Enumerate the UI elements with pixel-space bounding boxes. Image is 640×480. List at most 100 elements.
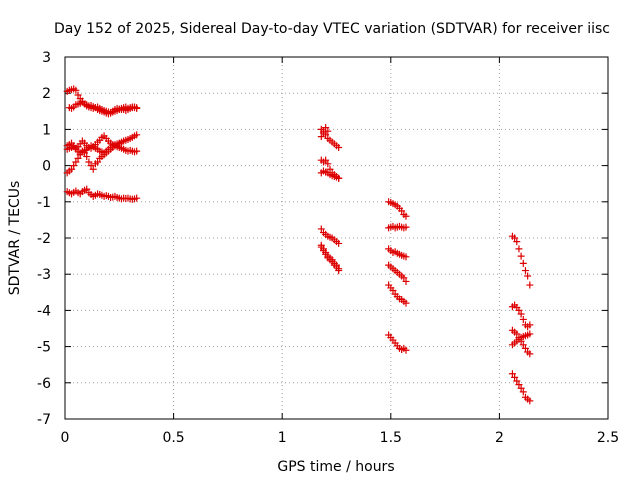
data-point — [515, 381, 523, 389]
series-sat-o — [385, 222, 410, 232]
data-point — [335, 267, 343, 275]
data-point — [322, 124, 330, 132]
data-point — [402, 277, 410, 285]
x-tick-label: 2 — [495, 430, 504, 446]
data-point — [333, 263, 340, 271]
data-point — [526, 281, 534, 289]
data-point — [94, 158, 102, 166]
data-point — [317, 243, 325, 251]
series-sat-b — [65, 98, 141, 118]
data-point — [526, 321, 534, 329]
data-point — [335, 144, 343, 151]
y-tick-label: -1 — [37, 195, 51, 211]
series-sat-q — [385, 261, 410, 285]
data-point — [513, 330, 521, 338]
data-point — [526, 330, 534, 338]
data-point — [335, 174, 343, 182]
series-sat-p — [385, 245, 410, 261]
data-point — [402, 299, 410, 307]
data-point — [133, 104, 141, 112]
data-point — [517, 384, 525, 392]
x-axis: 0 0.5 1 1.5 2 2.5 — [61, 57, 619, 446]
data-point — [508, 370, 516, 378]
series-sat-r — [385, 281, 410, 307]
data-point — [72, 158, 80, 166]
data-point — [402, 253, 410, 261]
data-point — [517, 252, 525, 260]
data-point — [515, 306, 523, 314]
data-point — [133, 147, 141, 155]
data-point — [521, 344, 529, 352]
x-tick-label: 1.5 — [380, 430, 402, 446]
data-point — [72, 86, 80, 94]
y-tick-label: 0 — [42, 159, 51, 175]
series-sat-f — [63, 185, 141, 203]
x-tick-label: 0 — [61, 430, 70, 446]
series-sat-j — [317, 167, 343, 182]
data-point — [521, 267, 529, 275]
data-point — [133, 194, 141, 202]
data-point — [519, 388, 527, 396]
y-tick-label: 1 — [42, 122, 51, 138]
data-point — [526, 397, 534, 405]
data-point — [83, 185, 91, 193]
data-points — [63, 85, 534, 405]
data-point — [74, 154, 82, 162]
data-point — [83, 153, 91, 161]
series-sat-m — [317, 243, 343, 275]
series-sat-u — [508, 301, 534, 331]
data-point — [513, 377, 521, 385]
data-point — [133, 131, 141, 139]
data-point — [85, 158, 93, 166]
data-point — [81, 149, 89, 157]
series-sat-e — [63, 140, 123, 177]
data-point — [400, 274, 408, 282]
data-point — [519, 259, 527, 267]
data-point — [402, 346, 410, 354]
data-point — [511, 234, 519, 242]
data-point — [70, 162, 78, 170]
y-tick-label: -7 — [37, 412, 51, 428]
data-point — [513, 238, 521, 246]
series-sat-n — [385, 198, 410, 220]
data-point — [511, 373, 519, 381]
series-sat-g — [317, 125, 343, 151]
data-point — [389, 286, 397, 294]
data-point — [115, 140, 123, 148]
series-sat-s — [385, 331, 410, 354]
data-point — [398, 207, 406, 215]
data-point — [519, 341, 527, 349]
chart-title: Day 152 of 2025, Sidereal Day-to-day VTE… — [54, 21, 610, 37]
data-point — [328, 258, 336, 266]
data-point — [402, 223, 410, 231]
x-tick-label: 1 — [278, 430, 287, 446]
data-point — [68, 165, 76, 173]
data-point — [317, 225, 325, 233]
x-tick-label: 0.5 — [162, 430, 184, 446]
data-point — [322, 250, 330, 258]
y-tick-label: -4 — [37, 303, 51, 319]
data-point — [524, 272, 532, 280]
data-point — [76, 151, 84, 159]
data-point — [87, 162, 95, 170]
y-tick-label: -6 — [37, 376, 51, 392]
data-point — [324, 160, 332, 168]
y-tick-label: -5 — [37, 340, 51, 356]
data-point — [322, 156, 330, 164]
series-sat-k — [317, 225, 343, 247]
data-point — [517, 310, 525, 318]
data-point — [319, 129, 327, 137]
data-point — [402, 212, 410, 220]
x-tick-label: 2.5 — [597, 430, 619, 446]
data-point — [319, 247, 327, 255]
y-axis-label: SDTVAR / TECUs — [7, 181, 23, 296]
grid — [65, 57, 608, 419]
data-point — [89, 165, 97, 173]
y-tick-label: 2 — [42, 86, 51, 102]
y-axis: -7 -6 -5 -4 -3 -2 -1 0 1 2 3 — [37, 50, 608, 428]
data-point — [324, 127, 332, 135]
data-point — [519, 315, 527, 323]
y-tick-label: -3 — [37, 267, 51, 283]
series-sat-x — [508, 370, 534, 405]
